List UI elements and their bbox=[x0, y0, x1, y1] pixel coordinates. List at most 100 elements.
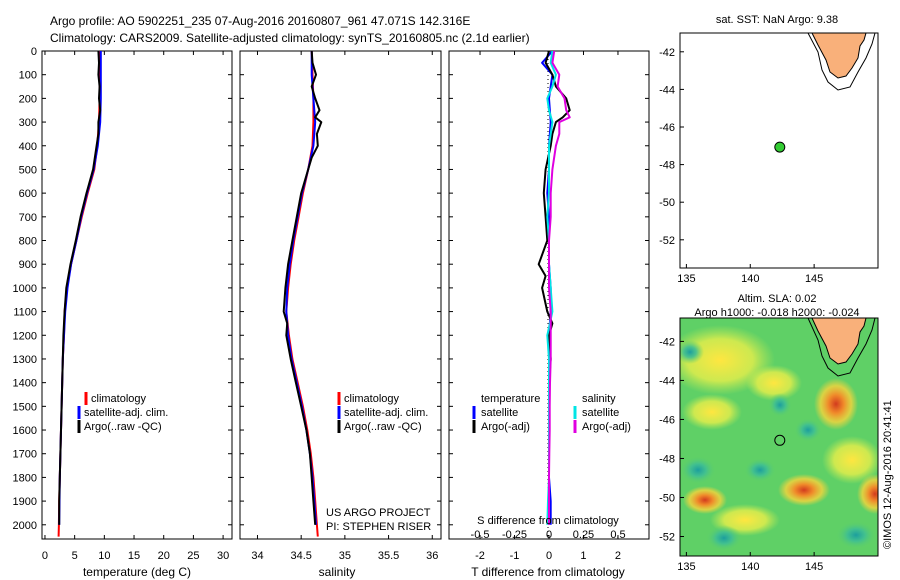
legend-temperature-header: temperature bbox=[481, 393, 540, 405]
temperature-ticks: 0 5 10 15 20 25 30 bbox=[42, 50, 232, 562]
x-tick-label: 34 bbox=[251, 550, 263, 562]
sla-anomaly-high bbox=[814, 378, 858, 430]
temperature-panel: 0 5 10 15 20 25 30 temperature (deg C) climato… bbox=[41, 50, 233, 579]
legend-climatology-label: climatology bbox=[344, 393, 400, 405]
sla-anomaly bbox=[822, 436, 878, 484]
sla-map-ticks: 135 140 145 -42 -44 -46 -48 -50 -52 bbox=[659, 336, 823, 573]
sst-map-title: sat. SST: NaN Argo: 9.38 bbox=[716, 14, 838, 26]
float-position-marker bbox=[774, 141, 786, 153]
map-y-tick-label: -44 bbox=[659, 84, 675, 96]
legend-satellite-label: satellite-adj. clim. bbox=[344, 407, 428, 419]
difference-series bbox=[537, 51, 571, 525]
map-y-tick-label: -42 bbox=[659, 336, 675, 348]
map-x-tick-label: 145 bbox=[805, 273, 823, 285]
depth-tick-label: 1400 bbox=[13, 378, 37, 390]
depth-tick-label: 700 bbox=[19, 212, 37, 224]
temperature-legend: climatology satellite-adj. clim. Argo(..… bbox=[77, 392, 168, 433]
x-tick-label: 10 bbox=[98, 550, 110, 562]
temperature-series bbox=[57, 51, 102, 537]
depth-tick-label: 1700 bbox=[13, 449, 37, 461]
s-difference-tick-label: 0 bbox=[546, 529, 552, 541]
legend-satellite-label: satellite-adj. clim. bbox=[84, 407, 168, 419]
x-tick-label: 1 bbox=[580, 550, 586, 562]
x-tick-label: 20 bbox=[158, 550, 170, 562]
depth-tick-label: 1500 bbox=[13, 401, 37, 413]
depth-tick-label: 300 bbox=[19, 117, 37, 129]
map-y-tick-label: -52 bbox=[659, 235, 675, 247]
imos-watermark: ©IMOS 12-Aug-2016 20:41:41 bbox=[882, 400, 894, 549]
map-x-tick-label: 140 bbox=[741, 561, 759, 573]
sla-anomaly bbox=[682, 394, 742, 430]
map-x-tick-label: 135 bbox=[677, 273, 695, 285]
sla-anomaly-low bbox=[706, 525, 742, 551]
map-y-tick-label: -46 bbox=[659, 414, 675, 426]
depth-tick-label: 1600 bbox=[13, 425, 37, 437]
depth-tick-label: 400 bbox=[19, 141, 37, 153]
sla-anomaly-low bbox=[836, 521, 876, 549]
temperature-xlabel: temperature (deg C) bbox=[83, 565, 191, 579]
depth-tick-label: 900 bbox=[19, 259, 37, 271]
s-difference-tick-label: 0.5 bbox=[610, 529, 625, 541]
x-tick-label: 35 bbox=[339, 550, 351, 562]
map-y-tick-label: -48 bbox=[659, 453, 675, 465]
map-x-tick-label: 135 bbox=[677, 561, 695, 573]
legend-argo-label: Argo(..raw -QC) bbox=[344, 421, 422, 433]
legend-salinity-header: salinity bbox=[582, 393, 616, 405]
s-difference-tick-labels: -0.5 -0.25 0 0.25 0.5 bbox=[471, 529, 626, 541]
map-y-tick-label: -44 bbox=[659, 375, 675, 387]
map-y-tick-label: -50 bbox=[659, 492, 675, 504]
t-difference-xlabel: T difference from climatology bbox=[471, 565, 625, 579]
x-tick-label: 36 bbox=[426, 550, 438, 562]
x-tick-label: 30 bbox=[217, 550, 229, 562]
sla-map-frame bbox=[679, 317, 879, 557]
series-line-argo-raw-qc- bbox=[282, 51, 323, 525]
x-tick-label: 0 bbox=[546, 550, 552, 562]
credit-pi: PI: STEPHEN RISER bbox=[326, 521, 431, 533]
s-difference-label: S difference from climatology bbox=[477, 515, 619, 527]
x-tick-label: 25 bbox=[187, 550, 199, 562]
depth-tick-label: 100 bbox=[19, 70, 37, 82]
salinity-plot-frame bbox=[239, 50, 442, 540]
depth-tick-label: 1200 bbox=[13, 330, 37, 342]
figure-title-line-2: Climatology: CARS2009. Satellite-adjuste… bbox=[50, 31, 530, 45]
s-difference-tick-label: -0.25 bbox=[502, 529, 527, 541]
x-tick-label: 15 bbox=[128, 550, 140, 562]
sst-map: sat. SST: NaN Argo: 9.38 135 140 145 -42 -44… bbox=[659, 14, 879, 285]
sla-anomaly-low bbox=[680, 340, 704, 364]
legend-s-satellite-label: satellite bbox=[582, 407, 619, 419]
salinity-series bbox=[282, 51, 323, 537]
legend-argo-label: Argo(..raw -QC) bbox=[84, 421, 162, 433]
depth-tick-label: 600 bbox=[19, 188, 37, 200]
sla-anomaly-low bbox=[744, 458, 776, 482]
sla-anomaly-high bbox=[683, 486, 727, 514]
sla-anomaly-low bbox=[680, 456, 716, 484]
legend-t-satellite-label: satellite bbox=[481, 407, 518, 419]
depth-tick-label: 1800 bbox=[13, 472, 37, 484]
salinity-xlabel: salinity bbox=[319, 565, 356, 579]
series-line-argo-raw-qc- bbox=[58, 51, 102, 525]
x-tick-label: -2 bbox=[475, 550, 485, 562]
x-tick-label: 2 bbox=[615, 550, 621, 562]
map-y-tick-label: -46 bbox=[659, 122, 675, 134]
sla-map-title-1: Altim. SLA: 0.02 bbox=[738, 293, 817, 305]
sla-anomaly-low bbox=[768, 393, 792, 417]
x-tick-label: -1 bbox=[510, 550, 520, 562]
map-y-tick-label: -48 bbox=[659, 160, 675, 172]
sla-anomaly-high bbox=[778, 474, 830, 506]
difference-legend: temperature salinity satellite Argo(-adj… bbox=[472, 393, 631, 433]
map-y-tick-label: -42 bbox=[659, 47, 675, 59]
map-y-tick-label: -52 bbox=[659, 531, 675, 543]
tasmania-land bbox=[811, 32, 867, 79]
x-tick-label: 35.5 bbox=[378, 550, 399, 562]
depth-tick-label: 500 bbox=[19, 164, 37, 176]
x-tick-label: 5 bbox=[72, 550, 78, 562]
sla-anomaly bbox=[746, 365, 802, 401]
sla-anomaly-high bbox=[857, 474, 878, 514]
x-tick-label: 34.5 bbox=[290, 550, 311, 562]
depth-tick-label: 200 bbox=[19, 93, 37, 105]
map-x-tick-label: 145 bbox=[805, 561, 823, 573]
credit-project: US ARGO PROJECT bbox=[326, 507, 431, 519]
depth-tick-label: 0 bbox=[31, 46, 37, 58]
x-tick-label: 0 bbox=[42, 550, 48, 562]
